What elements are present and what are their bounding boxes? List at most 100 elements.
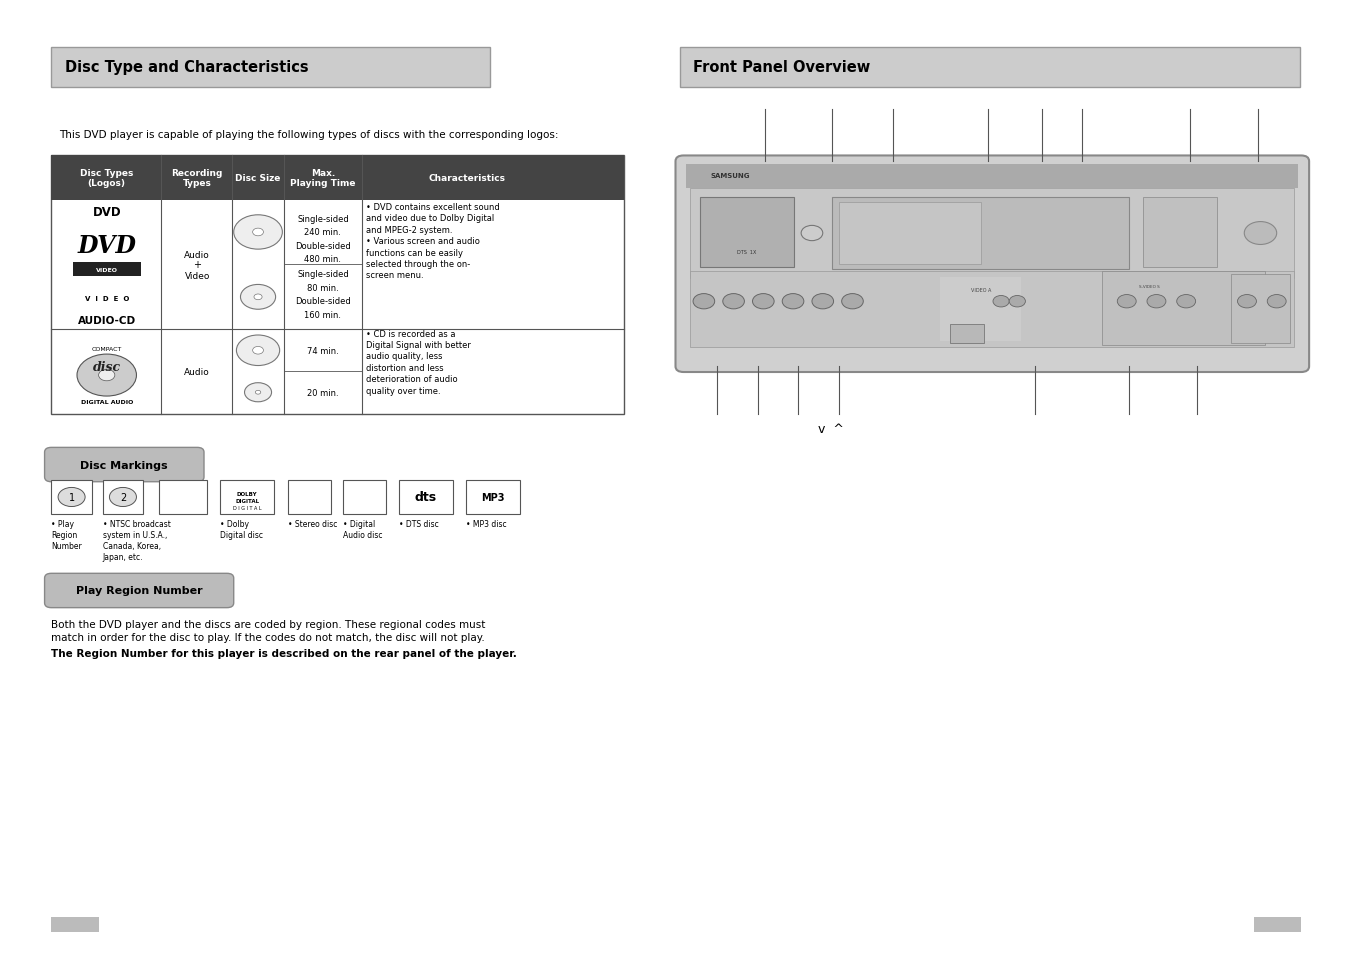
Circle shape bbox=[993, 296, 1009, 308]
Text: Disc Size: Disc Size bbox=[235, 173, 281, 183]
Bar bbox=[832, 198, 1129, 270]
Circle shape bbox=[1177, 295, 1196, 309]
Circle shape bbox=[109, 488, 136, 507]
Text: 240 min.: 240 min. bbox=[304, 228, 342, 237]
Text: • Play
Region
Number: • Play Region Number bbox=[51, 519, 82, 551]
Circle shape bbox=[1009, 296, 1025, 308]
Text: Disc Markings: Disc Markings bbox=[81, 460, 168, 470]
Text: Max.
Playing Time: Max. Playing Time bbox=[290, 169, 355, 188]
Circle shape bbox=[254, 294, 262, 300]
Text: Play Region Number: Play Region Number bbox=[76, 586, 203, 596]
Bar bbox=[690, 189, 1294, 279]
Text: Disc Types
(Logos): Disc Types (Logos) bbox=[80, 169, 134, 188]
Circle shape bbox=[812, 294, 834, 310]
Text: Double-sided: Double-sided bbox=[295, 296, 351, 306]
Text: DVD: DVD bbox=[92, 206, 122, 219]
Text: DIGITAL AUDIO: DIGITAL AUDIO bbox=[81, 400, 132, 405]
Text: • Dolby
Digital disc: • Dolby Digital disc bbox=[220, 519, 263, 539]
Text: 480 min.: 480 min. bbox=[304, 254, 342, 264]
Bar bbox=[159, 481, 207, 515]
Text: Audio: Audio bbox=[184, 251, 211, 260]
Bar bbox=[51, 481, 92, 515]
Text: Characteristics: Characteristics bbox=[430, 173, 505, 183]
Text: 20 min.: 20 min. bbox=[307, 388, 339, 397]
Bar bbox=[686, 165, 1298, 189]
Bar bbox=[51, 48, 490, 88]
Text: 1: 1 bbox=[69, 493, 74, 502]
Circle shape bbox=[782, 294, 804, 310]
Bar bbox=[1231, 275, 1290, 344]
Text: 160 min.: 160 min. bbox=[304, 310, 342, 319]
Circle shape bbox=[253, 229, 263, 236]
Text: DTS  1X: DTS 1X bbox=[738, 250, 757, 254]
Bar bbox=[220, 481, 274, 515]
Text: VIDEO A: VIDEO A bbox=[970, 288, 992, 293]
Text: Front Panel Overview: Front Panel Overview bbox=[693, 60, 870, 75]
Circle shape bbox=[1147, 295, 1166, 309]
Bar bbox=[950, 325, 984, 344]
Text: disc: disc bbox=[93, 360, 120, 374]
Text: Single-sided: Single-sided bbox=[297, 270, 349, 279]
Text: Single-sided: Single-sided bbox=[297, 214, 349, 224]
Circle shape bbox=[1117, 295, 1136, 309]
Bar bbox=[51, 917, 99, 932]
Text: • Digital
Audio disc: • Digital Audio disc bbox=[343, 519, 382, 539]
Text: VIDEO: VIDEO bbox=[96, 268, 118, 273]
Text: +: + bbox=[193, 260, 201, 270]
Text: This DVD player is capable of playing the following types of discs with the corr: This DVD player is capable of playing th… bbox=[59, 131, 559, 140]
Text: V  I  D  E  O: V I D E O bbox=[85, 295, 128, 301]
Bar bbox=[73, 263, 141, 276]
Text: • NTSC broadcast
system in U.S.A.,
Canada, Korea,
Japan, etc.: • NTSC broadcast system in U.S.A., Canad… bbox=[103, 519, 170, 561]
Circle shape bbox=[753, 294, 774, 310]
Text: The Region Number for this player is described on the rear panel of the player.: The Region Number for this player is des… bbox=[51, 648, 517, 658]
Text: DOLBY: DOLBY bbox=[236, 491, 258, 497]
Text: 2: 2 bbox=[120, 493, 126, 502]
Text: Disc Type and Characteristics: Disc Type and Characteristics bbox=[65, 60, 308, 75]
Bar bbox=[1254, 917, 1301, 932]
Bar bbox=[680, 48, 1300, 88]
Text: dts: dts bbox=[415, 491, 436, 504]
Text: Video: Video bbox=[185, 272, 209, 281]
Text: MP3: MP3 bbox=[481, 493, 505, 502]
Bar bbox=[700, 198, 794, 268]
Bar bbox=[1143, 198, 1217, 268]
Circle shape bbox=[801, 226, 823, 241]
Circle shape bbox=[255, 391, 261, 395]
Text: D I G I T A L: D I G I T A L bbox=[232, 505, 262, 511]
Circle shape bbox=[77, 355, 136, 396]
Circle shape bbox=[1244, 222, 1277, 245]
Text: • DTS disc: • DTS disc bbox=[399, 519, 438, 528]
Text: Double-sided: Double-sided bbox=[295, 241, 351, 251]
Text: Audio: Audio bbox=[184, 367, 211, 376]
Circle shape bbox=[1238, 295, 1256, 309]
Text: v  ^: v ^ bbox=[817, 422, 844, 436]
Circle shape bbox=[1267, 295, 1286, 309]
Circle shape bbox=[240, 285, 276, 310]
Text: match in order for the disc to play. If the codes do not match, the disc will no: match in order for the disc to play. If … bbox=[51, 633, 485, 642]
Circle shape bbox=[58, 488, 85, 507]
Text: • MP3 disc: • MP3 disc bbox=[466, 519, 507, 528]
Bar bbox=[690, 272, 1294, 348]
Circle shape bbox=[236, 335, 280, 366]
Text: Both the DVD player and the discs are coded by region. These regional codes must: Both the DVD player and the discs are co… bbox=[51, 619, 486, 629]
Circle shape bbox=[693, 294, 715, 310]
Text: AUDIO-CD: AUDIO-CD bbox=[77, 315, 136, 325]
Bar bbox=[1102, 273, 1265, 346]
Bar bbox=[51, 155, 624, 201]
Circle shape bbox=[99, 370, 115, 381]
Text: 80 min.: 80 min. bbox=[307, 283, 339, 293]
Text: DVD: DVD bbox=[77, 234, 136, 258]
Bar bbox=[343, 481, 386, 515]
Bar bbox=[103, 481, 143, 515]
Text: SAMSUNG: SAMSUNG bbox=[711, 172, 750, 178]
Circle shape bbox=[842, 294, 863, 310]
Circle shape bbox=[245, 383, 272, 402]
Text: S-VIDEO S: S-VIDEO S bbox=[1139, 285, 1161, 289]
Bar bbox=[839, 203, 981, 265]
Circle shape bbox=[253, 347, 263, 355]
Bar bbox=[466, 481, 520, 515]
FancyBboxPatch shape bbox=[676, 156, 1309, 373]
FancyBboxPatch shape bbox=[45, 574, 234, 608]
Bar bbox=[288, 481, 331, 515]
Bar bbox=[399, 481, 453, 515]
